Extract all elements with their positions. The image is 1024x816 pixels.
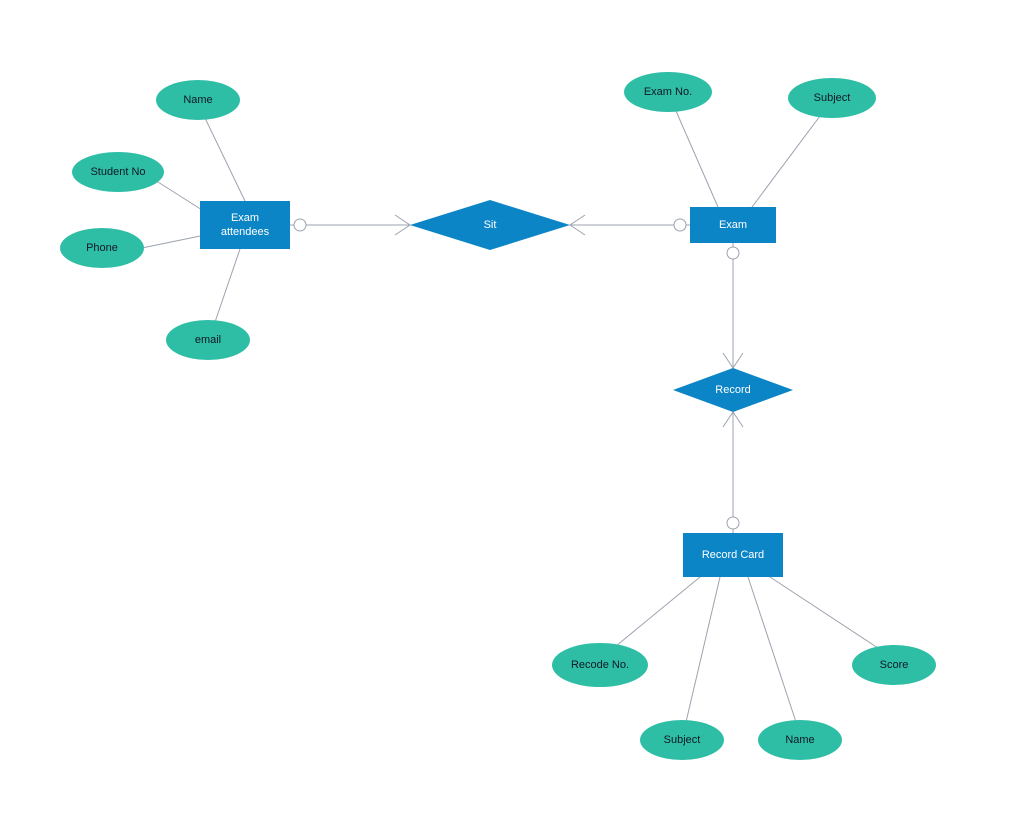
attr-score-label: Score — [880, 659, 909, 671]
attr-student-no-label: Student No — [90, 166, 145, 178]
edge-rc-subject — [686, 577, 720, 722]
entity-record-card-label: Record Card — [702, 549, 764, 561]
attr-phone-label: Phone — [86, 242, 118, 254]
attr-subject-exam-label: Subject — [814, 92, 851, 104]
relation-record: Record — [673, 368, 793, 412]
edge-attendees-email — [215, 249, 240, 322]
edge-exam-subject — [752, 116, 820, 207]
attr-name: Name — [156, 80, 240, 120]
entity-exam: Exam — [690, 207, 776, 243]
attr-subject-rc: Subject — [640, 720, 724, 760]
relation-record-label: Record — [715, 384, 750, 396]
attr-exam-no-label: Exam No. — [644, 86, 692, 98]
attr-exam-no: Exam No. — [624, 72, 712, 112]
attr-score: Score — [852, 645, 936, 685]
edge-rc-name — [748, 577, 796, 722]
edge-sit-exam-end-circle — [674, 219, 686, 231]
attr-name-label: Name — [183, 94, 212, 106]
edge-record-recordcard-end-circle — [727, 517, 739, 529]
attr-student-no: Student No — [72, 152, 164, 192]
attr-phone: Phone — [60, 228, 144, 268]
attr-subject-exam: Subject — [788, 78, 876, 118]
attr-email-label: email — [195, 334, 221, 346]
edge-attendees-sit-end-circle — [294, 219, 306, 231]
er-diagram-canvas: Name Student No Phone email Exam No. Sub… — [0, 0, 1024, 816]
edge-rc-recodeno — [616, 577, 700, 646]
attr-email: email — [166, 320, 250, 360]
attr-name-rc: Name — [758, 720, 842, 760]
entity-exam-attendees-label-1: Exam — [231, 212, 259, 224]
relation-sit: Sit — [410, 200, 570, 250]
entity-exam-attendees-label-2: attendees — [221, 226, 270, 238]
attr-name-rc-label: Name — [785, 734, 814, 746]
edge-exam-record-end-circle — [727, 247, 739, 259]
attr-recode-no-label: Recode No. — [571, 659, 629, 671]
entity-exam-attendees: Exam attendees — [200, 201, 290, 249]
attr-subject-rc-label: Subject — [664, 734, 701, 746]
entity-exam-label: Exam — [719, 219, 747, 231]
edge-rc-score — [770, 577, 878, 648]
edge-attendees-name — [205, 118, 245, 201]
edge-attendees-phone — [142, 235, 205, 248]
entity-record-card: Record Card — [683, 533, 783, 577]
attr-recode-no: Recode No. — [552, 643, 648, 687]
relation-sit-label: Sit — [484, 219, 497, 231]
edge-exam-examno — [676, 111, 718, 207]
